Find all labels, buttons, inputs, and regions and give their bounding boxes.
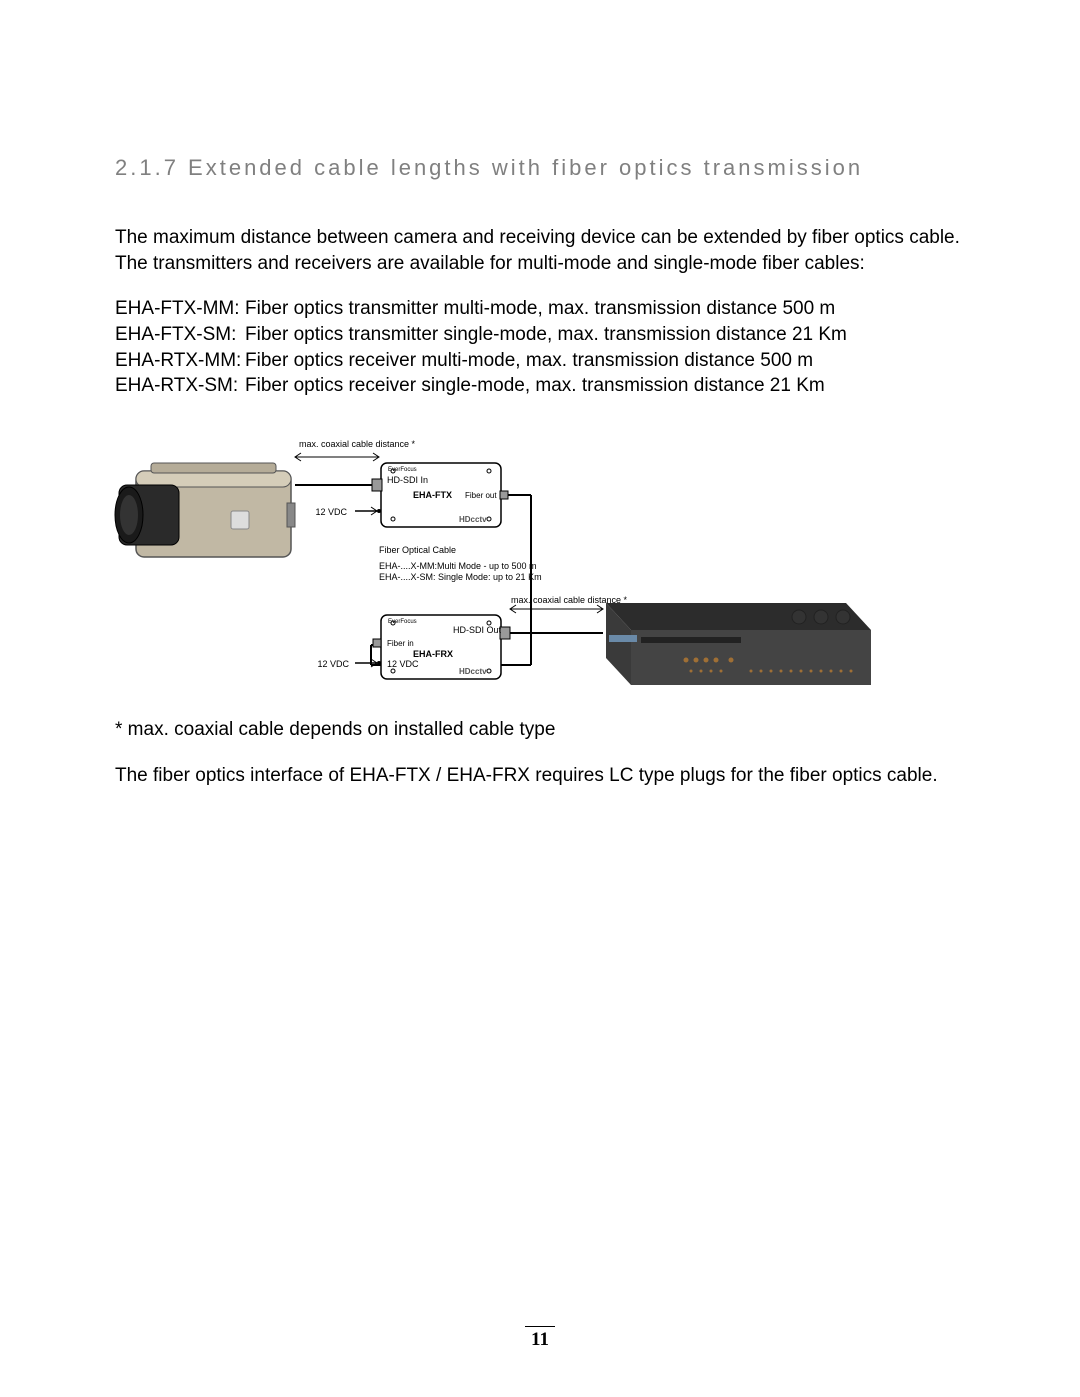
label-hdcctv-1: HDcctv — [459, 515, 487, 525]
label-fiber-in: Fiber in — [387, 639, 414, 649]
spec-code: EHA-FTX-MM: — [115, 296, 245, 322]
label-vdc-frx-left: 12 VDC — [317, 659, 349, 670]
spec-list: EHA-FTX-MM: Fiber optics transmitter mul… — [115, 296, 970, 399]
spec-code: EHA-RTX-SM: — [115, 373, 245, 399]
label-vdc-frx: 12 VDC — [387, 659, 419, 670]
page-number: 11 — [0, 1326, 1080, 1351]
dvr-icon — [606, 603, 871, 685]
spec-code: EHA-FTX-SM: — [115, 322, 245, 348]
spec-code: EHA-RTX-MM: — [115, 348, 245, 374]
label-hdcctv-2: HDcctv — [459, 667, 487, 677]
spec-row: EHA-FTX-MM: Fiber optics transmitter mul… — [115, 296, 970, 322]
label-eha-ftx: EHA-FTX — [413, 490, 452, 501]
intro-paragraph: The maximum distance between camera and … — [115, 225, 970, 276]
wiring-diagram: max. coaxial cable distance * HD-SDI In … — [111, 435, 881, 695]
label-eha-frx: EHA-FRX — [413, 649, 453, 660]
section-heading: 2.1.7 Extended cable lengths with fiber … — [115, 155, 970, 181]
spec-desc: Fiber optics receiver single-mode, max. … — [245, 373, 825, 399]
spec-row: EHA-RTX-SM: Fiber optics receiver single… — [115, 373, 970, 399]
label-single-mode: EHA-....X-SM: Single Mode: up to 21 Km — [379, 572, 542, 583]
label-bottom-arrow: max. coaxial cable distance * — [511, 595, 627, 606]
label-brand-1: EverFocus — [388, 467, 417, 474]
label-hd-sdi-in: HD-SDI In — [387, 475, 428, 486]
label-fiber-cable: Fiber Optical Cable — [379, 545, 456, 556]
label-brand-2: EverFocus — [388, 619, 417, 626]
page-content: 2.1.7 Extended cable lengths with fiber … — [0, 0, 1080, 788]
closing-paragraph: The fiber optics interface of EHA-FTX / … — [115, 763, 970, 789]
footnote: * max. coaxial cable depends on installe… — [115, 719, 970, 741]
label-fiber-out: Fiber out — [465, 491, 497, 501]
spec-desc: Fiber optics transmitter multi-mode, max… — [245, 296, 835, 322]
label-multi-mode: EHA-....X-MM:Multi Mode - up to 500 m — [379, 561, 537, 572]
spec-row: EHA-RTX-MM: Fiber optics receiver multi-… — [115, 348, 970, 374]
spec-desc: Fiber optics transmitter single-mode, ma… — [245, 322, 847, 348]
spec-row: EHA-FTX-SM: Fiber optics transmitter sin… — [115, 322, 970, 348]
camera-icon — [115, 463, 295, 557]
label-hd-sdi-out: HD-SDI Out — [453, 625, 501, 636]
spec-desc: Fiber optics receiver multi-mode, max. t… — [245, 348, 813, 374]
label-top-arrow: max. coaxial cable distance * — [299, 439, 415, 450]
label-vdc-ftx: 12 VDC — [315, 507, 347, 518]
